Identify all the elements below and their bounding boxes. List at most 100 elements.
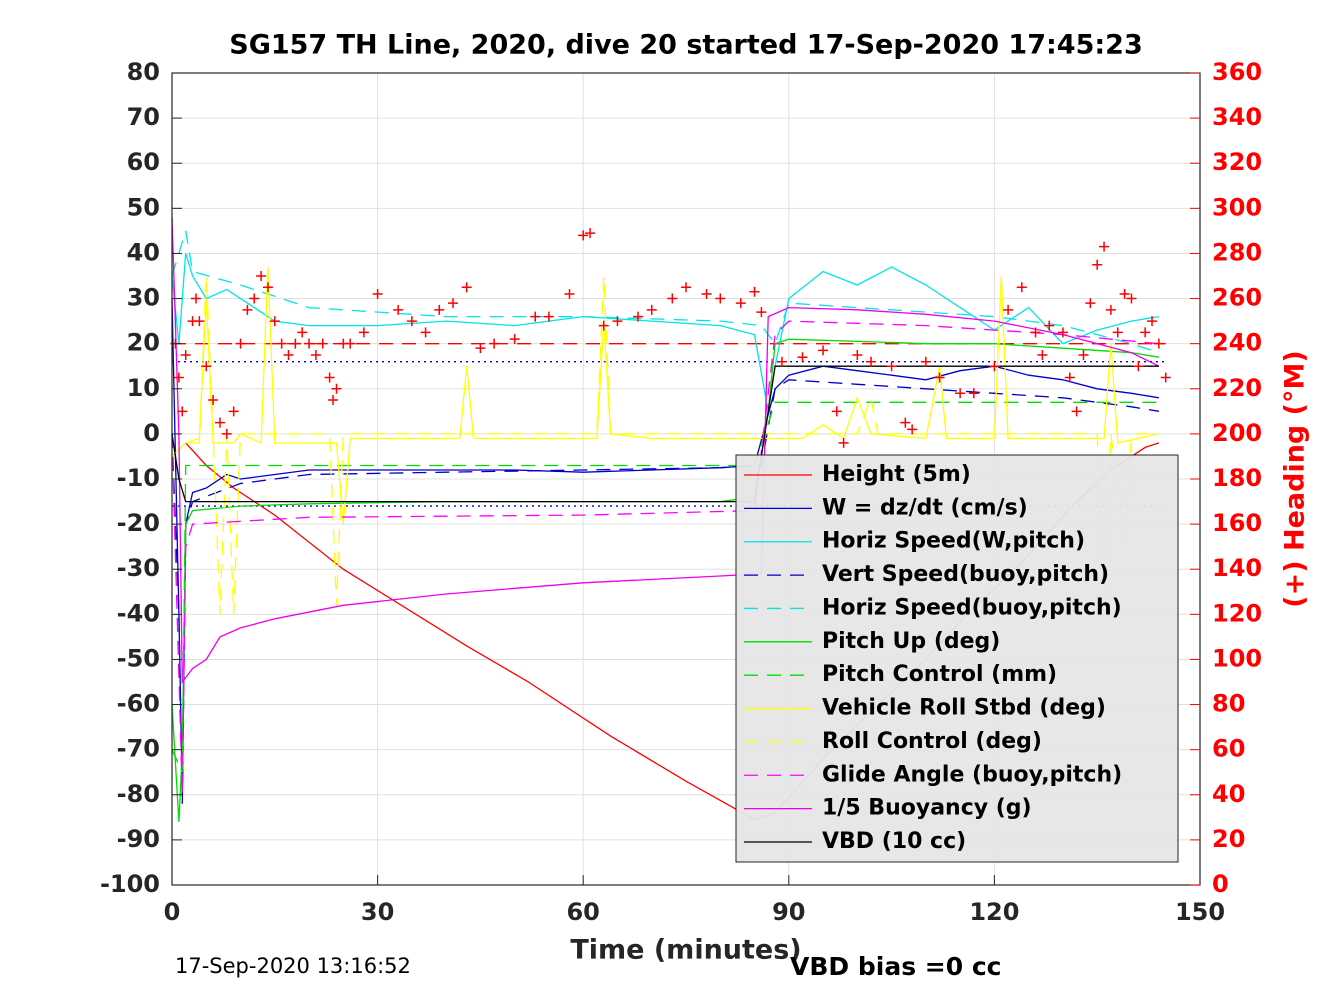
heading-marker [1003, 304, 1014, 315]
heading-marker [1064, 372, 1075, 383]
y-tick-label: -70 [117, 735, 160, 763]
heading-marker [1133, 361, 1144, 372]
legend-label: Vehicle Roll Stbd (deg) [822, 696, 1106, 721]
heading-marker [756, 307, 767, 318]
x-tick-label: 150 [1175, 898, 1225, 926]
x-tick-label: 60 [566, 898, 599, 926]
y-tick-label: 50 [127, 193, 160, 221]
heading-marker [177, 406, 188, 417]
heading-marker [585, 228, 596, 239]
heading-marker [214, 417, 225, 428]
y2-axis-label: (+) Heading (°M) [1280, 350, 1311, 607]
y-tick-label: -90 [117, 825, 160, 853]
heading-marker [345, 338, 356, 349]
timestamp-annotation: 17-Sep-2020 13:16:52 [175, 954, 411, 978]
series-line [171, 365, 1159, 503]
heading-marker [749, 286, 760, 297]
y2-tick-label: 200 [1212, 419, 1262, 447]
y-tick-label: 80 [127, 58, 160, 86]
heading-marker [328, 395, 339, 406]
x-tick-label: 30 [361, 898, 394, 926]
heading-marker [968, 388, 979, 399]
heading-marker [543, 311, 554, 322]
y-tick-label: 60 [127, 148, 160, 176]
y2-tick-label: 300 [1212, 193, 1262, 221]
heading-marker [900, 417, 911, 428]
legend-label: VBD (10 cc) [822, 829, 966, 854]
series-line [171, 275, 1159, 615]
heading-marker [489, 338, 500, 349]
heading-marker [866, 356, 877, 367]
heading-marker [1105, 304, 1116, 315]
heading-marker [201, 361, 212, 372]
heading-marker [818, 345, 829, 356]
axes: 0 30 60 90 120 150-100-90-80-70-60-50-40-30-2… [100, 58, 1262, 926]
y2-tick-label: 120 [1212, 599, 1262, 627]
heading-marker [283, 349, 294, 360]
y2-tick-label: 60 [1212, 735, 1245, 763]
heading-marker [1092, 259, 1103, 270]
heading-marker [304, 338, 315, 349]
heading-marker [715, 293, 726, 304]
y2-tick-label: 280 [1212, 238, 1262, 266]
heading-marker [598, 320, 609, 331]
y-tick-label: 0 [143, 419, 160, 447]
legend-label: Horiz Speed(buoy,pitch) [822, 595, 1122, 620]
y-tick-label: -20 [117, 509, 160, 537]
heading-marker [989, 361, 1000, 372]
heading-marker [646, 304, 657, 315]
heading-marker [1147, 316, 1158, 327]
heading-marker [1016, 282, 1027, 293]
series-line [171, 230, 1160, 354]
series-line [171, 320, 1159, 795]
heading-marker [797, 352, 808, 363]
y-tick-label: 30 [127, 284, 160, 312]
heading-marker [256, 271, 267, 281]
heading-marker [297, 327, 308, 338]
heading-marker [276, 338, 287, 349]
heading-marker [269, 316, 280, 327]
legend-label: Horiz Speed(W,pitch) [822, 529, 1085, 554]
heading-marker [530, 311, 541, 322]
heading-marker [249, 293, 260, 304]
y-tick-label: -80 [117, 780, 160, 808]
x-axis-label: Time (minutes) [570, 935, 801, 966]
heading-marker [1071, 406, 1082, 417]
y2-tick-label: 220 [1212, 374, 1262, 402]
heading-marker [358, 327, 369, 338]
heading-marker [221, 428, 232, 439]
heading-marker [372, 289, 383, 300]
legend-label: Pitch Up (deg) [822, 629, 1000, 654]
heading-marker [290, 338, 301, 349]
legend-label: W = dz/dt (cm/s) [822, 495, 1028, 520]
legend-label: Height (5m) [822, 462, 971, 487]
legend: Height (5m) W = dz/dt (cm/s) Horiz Speed(W… [735, 454, 1179, 863]
y2-tick-label: 100 [1212, 644, 1262, 672]
heading-marker [907, 424, 918, 435]
heading-marker [475, 343, 486, 354]
heading-marker [208, 395, 219, 406]
legend-label: Vert Speed(buoy,pitch) [822, 562, 1109, 587]
heading-marker [1078, 349, 1089, 360]
x-tick-label: 90 [772, 898, 805, 926]
y-tick-label: -100 [100, 870, 160, 898]
heading-marker [1057, 327, 1068, 338]
heading-marker [509, 334, 520, 345]
y2-tick-label: 160 [1212, 509, 1262, 537]
legend-box [735, 454, 1179, 863]
heading-marker [852, 349, 863, 360]
heading-marker [1044, 320, 1055, 331]
legend-label: Glide Angle (buoy,pitch) [822, 762, 1122, 787]
heading-marker [1119, 289, 1130, 300]
heading-marker [934, 372, 945, 383]
legend-label: 1/5 Buoyancy (g) [822, 796, 1032, 821]
heading-marker [564, 289, 575, 300]
y-tick-label: -10 [117, 464, 160, 492]
y-tick-label: -30 [117, 554, 160, 582]
heading-marker [434, 304, 445, 315]
heading-marker [1112, 327, 1123, 338]
heading-marker [406, 316, 417, 327]
y-tick-label: 20 [127, 329, 160, 357]
heading-marker [955, 388, 966, 399]
